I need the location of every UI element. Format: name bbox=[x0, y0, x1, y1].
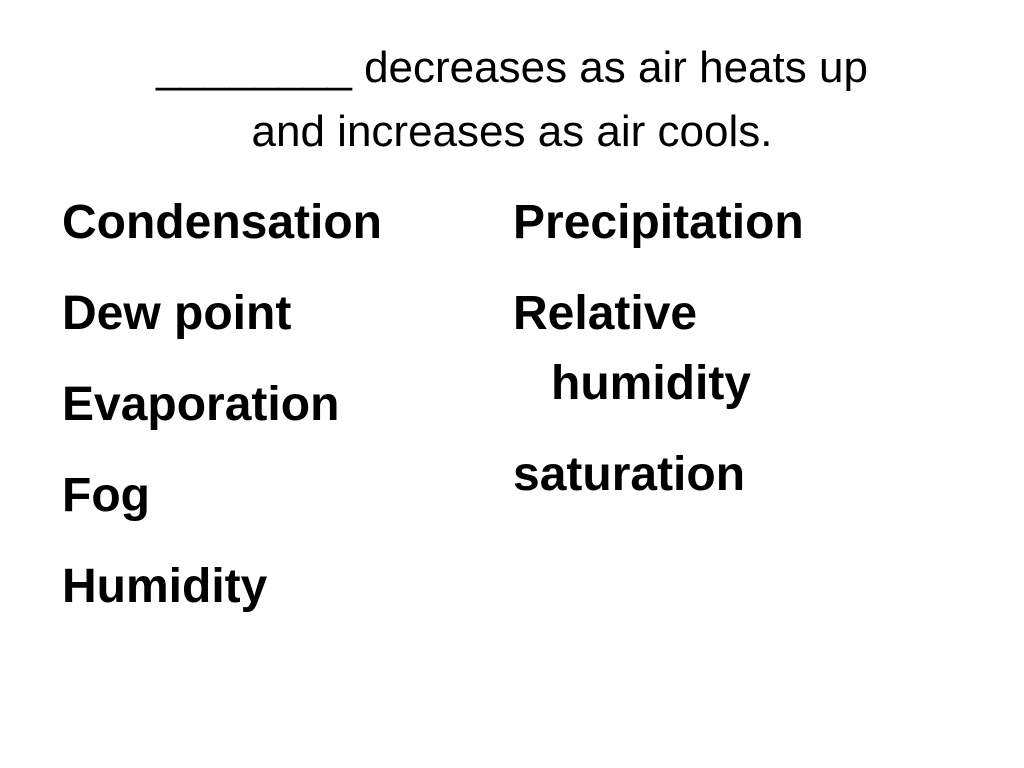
term-humidity: Humidity bbox=[62, 560, 268, 613]
term-list-right: Precipitation Relative humidity saturati… bbox=[513, 188, 953, 531]
term-condensation: Condensation bbox=[62, 196, 382, 249]
term-fog: Fog bbox=[62, 469, 150, 522]
title-line-2: and increases as air cools. bbox=[251, 107, 773, 156]
title-line-1: ________ decreases as air heats up bbox=[156, 43, 868, 92]
slide-title: ________ decreases as air heats up and i… bbox=[60, 36, 964, 164]
term-precipitation-label: Precipitation bbox=[513, 196, 804, 249]
term-list-left: Condensation Dew point Evaporation Fog H… bbox=[62, 188, 482, 643]
term-evaporation: Evaporation bbox=[62, 378, 340, 431]
term-saturation-label: saturation bbox=[513, 448, 746, 501]
term-relative-humidity-line-1: Relative bbox=[513, 287, 698, 340]
term-relative-humidity-line-2: humidity bbox=[551, 357, 751, 410]
term-saturation: saturation bbox=[513, 440, 953, 510]
term-dew-point: Dew point bbox=[62, 287, 292, 340]
term-precipitation: Precipitation bbox=[513, 188, 953, 258]
term-relative-humidity: Relative humidity bbox=[513, 279, 953, 419]
